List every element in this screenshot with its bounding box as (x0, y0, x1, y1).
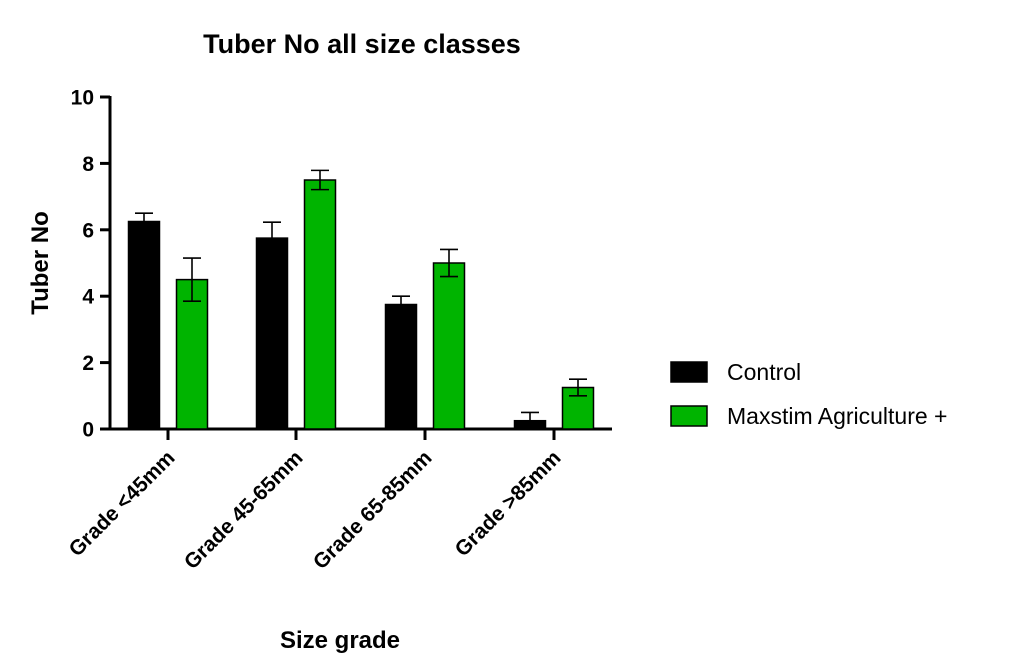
bar (175, 278, 209, 430)
bar (255, 237, 289, 430)
legend-swatch (670, 361, 708, 383)
bar (561, 386, 595, 430)
x-tick-label: Grade 65-85mm (309, 446, 437, 574)
y-tick-label: 4 (82, 286, 94, 309)
legend-label: Control (727, 359, 801, 385)
legend-label: Maxstim Agriculture + (727, 403, 948, 429)
y-tick-label: 8 (82, 153, 94, 176)
legend: Control Maxstim Agriculture + (670, 359, 948, 429)
x-tick-label: Grade <45mm (65, 446, 180, 561)
plot-area: 0 2 4 6 8 10 Grade <45mm Grade 45-65mm Grade 65-… (65, 87, 612, 574)
bar (432, 262, 466, 430)
y-tick-label: 2 (82, 352, 94, 375)
y-tick-label: 10 (71, 87, 94, 110)
bar (303, 179, 337, 430)
y-tick-label: 6 (82, 219, 94, 242)
chart-title: Tuber No all size classes (203, 29, 521, 59)
y-tick-label: 0 (82, 419, 94, 442)
bar (127, 220, 161, 430)
x-axis-label: Size grade (280, 627, 400, 654)
x-tick-label: Grade 45-65mm (180, 446, 308, 574)
bar (384, 303, 418, 430)
legend-swatch (670, 405, 708, 427)
y-axis-label: Tuber No (27, 211, 54, 315)
x-tick-label: Grade >85mm (451, 446, 566, 561)
